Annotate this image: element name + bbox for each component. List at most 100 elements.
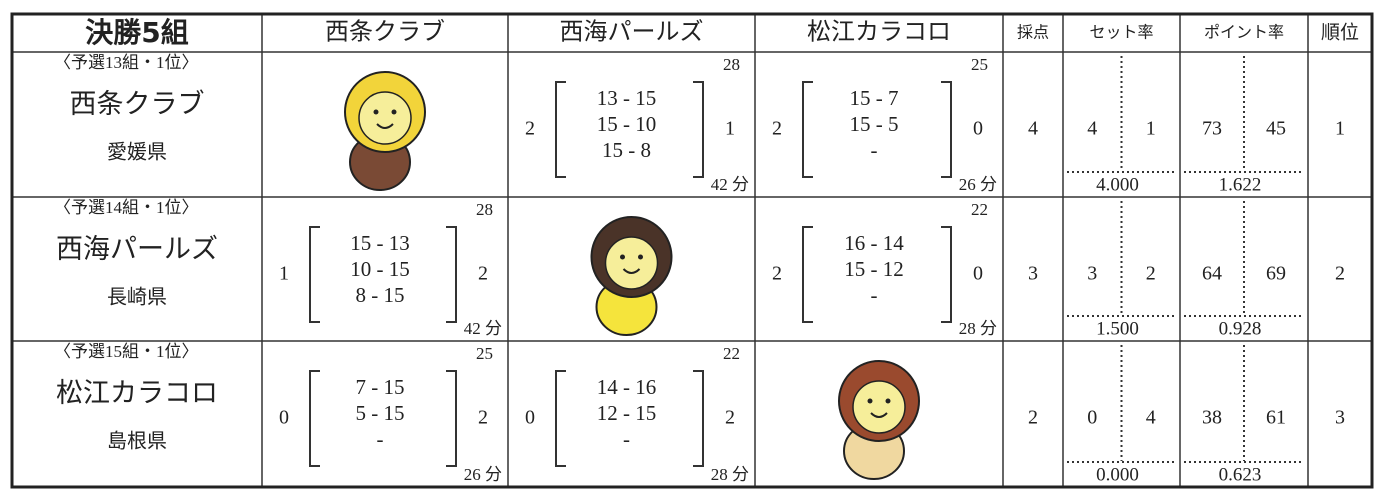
score: 3: [1028, 263, 1038, 285]
mascot-eye: [885, 398, 891, 404]
bracket-left: [802, 81, 813, 178]
bracket-right: [941, 226, 952, 323]
right-value: 1: [1146, 118, 1156, 140]
rank: 2: [1335, 263, 1345, 285]
sets-lost: 0: [973, 263, 983, 285]
game-score: 15 - 13: [350, 231, 410, 255]
bracket-right: [693, 81, 704, 178]
game-score: 16 - 14: [844, 231, 904, 255]
bracket-left: [555, 370, 566, 467]
match-time: 42 分: [711, 175, 749, 194]
game-score: 5 - 15: [356, 401, 405, 425]
mascot-eye: [867, 398, 873, 404]
sets-lost: 2: [478, 263, 488, 285]
rate: 0.000: [1096, 464, 1139, 485]
match-points: 25: [476, 344, 493, 363]
qualifier: 〈予選15組・1位〉: [54, 342, 199, 361]
qualifier: 〈予選14組・1位〉: [54, 198, 199, 217]
table-border: [10, 12, 1374, 489]
game-score: -: [377, 427, 384, 451]
mascot-face: [358, 91, 412, 145]
sets-lost: 1: [725, 118, 735, 140]
match-time: 28 分: [959, 319, 997, 338]
game-score: 8 - 15: [356, 283, 405, 307]
mascot-eye: [620, 254, 625, 260]
match-points: 25: [971, 55, 988, 74]
match-points: 22: [723, 344, 740, 363]
rate: 1.500: [1096, 318, 1139, 339]
header-column: 採点: [1017, 24, 1049, 42]
team-name: 松江カラコロ: [56, 378, 218, 408]
game-score: 15 - 7: [850, 86, 899, 110]
game-score: 15 - 10: [597, 112, 657, 136]
game-score: -: [623, 427, 630, 451]
header-column: 順位: [1321, 21, 1359, 43]
rank: 1: [1335, 118, 1345, 140]
mascot: [344, 71, 426, 191]
prefecture: 愛媛県: [107, 141, 167, 164]
sets-won: 0: [279, 407, 289, 429]
game-score: 15 - 12: [844, 257, 904, 281]
mascot-mouth: [376, 123, 394, 129]
game-score: 15 - 5: [850, 112, 899, 136]
mascot-mouth: [622, 268, 641, 274]
qualifier: 〈予選13組・1位〉: [54, 53, 199, 72]
left-value: 73: [1202, 118, 1222, 140]
game-score: 13 - 15: [597, 86, 657, 110]
left-value: 38: [1202, 407, 1222, 429]
bracket-right: [693, 370, 704, 467]
rate: 0.623: [1219, 464, 1262, 485]
game-score: -: [871, 283, 878, 307]
mascot-mouth: [870, 412, 888, 418]
bracket-right: [446, 370, 457, 467]
left-value: 64: [1202, 263, 1222, 285]
header-team: 西海パールズ: [560, 19, 704, 46]
prefecture: 島根県: [107, 430, 167, 453]
header-column: セット率: [1089, 24, 1153, 42]
bracket-right: [446, 226, 457, 323]
header-team: 松江カラコロ: [807, 19, 951, 46]
right-value: 69: [1266, 263, 1286, 285]
score: 4: [1028, 118, 1038, 140]
bracket-left: [555, 81, 566, 178]
match-points: 28: [723, 55, 740, 74]
bracket-left: [309, 370, 320, 467]
sets-lost: 2: [725, 407, 735, 429]
right-value: 4: [1146, 407, 1156, 429]
match-time: 28 分: [711, 465, 749, 484]
sets-lost: 0: [973, 118, 983, 140]
game-score: 7 - 15: [356, 375, 405, 399]
right-value: 2: [1146, 263, 1156, 285]
prefecture: 長崎県: [107, 286, 167, 309]
sets-won: 2: [772, 118, 782, 140]
game-score: 14 - 16: [597, 375, 657, 399]
left-value: 4: [1087, 118, 1097, 140]
sets-won: 0: [525, 407, 535, 429]
bracket-right: [941, 81, 952, 178]
mascot-face: [604, 236, 659, 290]
match-points: 22: [971, 200, 988, 219]
match-points: 28: [476, 200, 493, 219]
team-name: 西条クラブ: [70, 89, 205, 119]
sets-won: 2: [772, 263, 782, 285]
rank: 3: [1335, 407, 1345, 429]
score: 2: [1028, 407, 1038, 429]
bracket-left: [309, 226, 320, 323]
mascot: [838, 360, 920, 480]
rate: 1.622: [1219, 174, 1262, 195]
match-time: 42 分: [464, 319, 502, 338]
game-score: 10 - 15: [350, 257, 410, 281]
mascot: [590, 216, 673, 336]
right-value: 61: [1266, 407, 1286, 429]
game-score: 15 - 8: [602, 138, 651, 162]
rate: 4.000: [1096, 174, 1139, 195]
right-value: 45: [1266, 118, 1286, 140]
match-time: 26 分: [464, 465, 502, 484]
sets-won: 2: [525, 118, 535, 140]
mascot-face: [852, 380, 906, 434]
game-score: -: [871, 138, 878, 162]
bracket-left: [802, 226, 813, 323]
rate: 0.928: [1219, 318, 1262, 339]
header-title: 決勝5組: [85, 16, 188, 49]
